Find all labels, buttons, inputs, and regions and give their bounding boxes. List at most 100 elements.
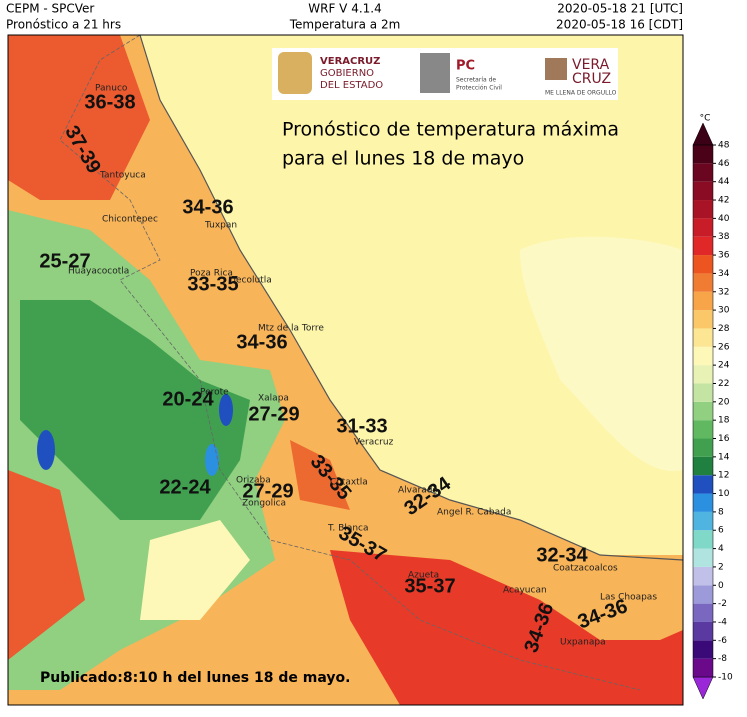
colorbar-segment <box>693 511 713 531</box>
colorbar-tick-label: 34 <box>718 269 730 279</box>
colorbar-segment <box>693 566 713 586</box>
colorbar-tick-label: 38 <box>718 232 730 242</box>
logos: VERACRUZ GOBIERNO DEL ESTADO PC Secretar… <box>272 48 618 100</box>
colorbar-segment <box>693 603 713 622</box>
colorbar-tick-label: -4 <box>718 617 727 627</box>
temperature-range: 22-24 <box>159 476 211 498</box>
colorbar-tick-label: 24 <box>718 361 730 371</box>
colorbar-segment <box>693 145 713 164</box>
map <box>8 35 683 705</box>
temperature-range: 31-33 <box>336 415 387 437</box>
header-text: 2020-05-18 16 [CDT] <box>556 18 683 32</box>
colorbar-tick-label: 20 <box>718 397 730 407</box>
colorbar-unit: °C <box>700 114 711 124</box>
colorbar-tick-label: 14 <box>718 452 730 462</box>
logo-text: Secretaría de <box>456 77 496 84</box>
colorbar-tick-label: 4 <box>718 544 724 554</box>
colorbar-segment <box>693 328 713 347</box>
colorbar-segment <box>693 530 713 549</box>
colorbar-tick-label: 18 <box>718 416 730 426</box>
colorbar-tick-label: 46 <box>718 159 730 169</box>
colorbar-segment <box>693 383 713 402</box>
city-label: Mtz de la Torre <box>258 324 324 334</box>
colorbar-tick-label: 32 <box>718 287 729 297</box>
colorbar-segment <box>693 181 713 201</box>
colorbar-tick-label: 2 <box>718 562 724 572</box>
temperature-range: 27-29 <box>248 403 299 425</box>
title: Pronóstico de temperatura máxima <box>282 119 619 141</box>
colorbar-tick-label: 26 <box>718 342 730 352</box>
colorbar-tick-label: 8 <box>718 507 724 517</box>
colorbar-tick-label: 36 <box>718 251 730 261</box>
colorbar-segment <box>693 200 713 219</box>
colorbar-tick-label: 12 <box>718 471 729 481</box>
city-label: Tuxpan <box>204 221 237 231</box>
colorbar-tick-label: 22 <box>718 379 729 389</box>
temperature-range: 27-29 <box>242 480 293 502</box>
colorbar-segment <box>693 585 713 604</box>
city-label: Acayucan <box>503 586 547 596</box>
logo-text: VERACRUZ <box>320 56 380 67</box>
header-text: 2020-05-18 21 [UTC] <box>557 2 683 16</box>
colorbar-segment <box>693 273 713 292</box>
colorbar-tick-label: -8 <box>718 654 727 664</box>
temperature-range: 33-35 <box>187 273 238 295</box>
city-label: Xalapa <box>258 394 289 404</box>
city-label: Poza Rica <box>190 269 233 279</box>
colorbar-segment <box>693 346 713 366</box>
city-label: Veracruz <box>354 438 394 448</box>
temperature-range: 25-27 <box>39 250 90 272</box>
city-labels: Panuco Tantoyuca Chicontepec Tuxpan Huayacoc… <box>68 84 657 648</box>
colorbar-segment <box>693 493 713 512</box>
colorbar-segment <box>693 420 713 439</box>
logo-text: PC <box>456 59 475 74</box>
published-note: Publicado:8:10 h del lunes 18 de mayo. <box>40 670 350 686</box>
colorbar-tick-label: 44 <box>718 177 730 187</box>
temperature-range: 34-36 <box>182 196 233 218</box>
logo-text: Protección Civil <box>456 85 502 92</box>
colorbar-segment <box>693 236 713 256</box>
temperature-range: 32-34 <box>536 544 588 566</box>
colorbar-segment <box>693 548 713 567</box>
city-label: Las Choapas <box>600 593 657 603</box>
temperature-range: 20-24 <box>162 388 214 410</box>
colorbar-segment <box>693 255 713 274</box>
city-label: Perote <box>200 388 229 398</box>
header: CEPM - SPCVer Pronóstico a 21 hrs WRF V … <box>6 2 683 32</box>
colorbar: °C -10-8-6-4-202468101214161820222426283… <box>692 114 733 700</box>
colorbar-end <box>692 676 714 700</box>
logo-text: ME LLENA DE ORGULLO <box>545 90 617 97</box>
colorbar-end <box>692 122 714 146</box>
colorbar-tick-label: 30 <box>718 306 730 316</box>
header-text: WRF V 4.1.4 <box>308 2 381 16</box>
colorbar-segment <box>693 291 713 311</box>
logo-text: CRUZ <box>572 71 611 87</box>
logo-text: DEL ESTADO <box>320 80 383 91</box>
map-frame <box>7 34 684 706</box>
colorbar-tick-label: 6 <box>718 526 724 536</box>
colorbar-tick-label: 0 <box>718 581 724 591</box>
colorbar-tick-label: 42 <box>718 196 729 206</box>
colorbar-tick-label: -6 <box>718 636 727 646</box>
header-text: Temperatura a 2m <box>289 18 401 32</box>
colorbar-segment <box>693 310 713 329</box>
colorbar-segment <box>693 475 713 494</box>
city-label: Cotaxtla <box>330 478 368 488</box>
city-label: Uxpanapa <box>560 638 606 648</box>
city-label: Angel R. Cabada <box>437 508 511 518</box>
city-label: Chicontepec <box>102 215 158 225</box>
colorbar-tick-label: -2 <box>718 599 727 609</box>
colorbar-segment <box>693 456 713 476</box>
temperature-range: 36-38 <box>84 91 135 113</box>
city-label: Panuco <box>95 84 128 94</box>
header-text: Pronóstico a 21 hrs <box>6 18 121 32</box>
colorbar-tick-label: 48 <box>718 141 730 151</box>
colorbar-tick-label: 10 <box>718 489 730 499</box>
colorbar-segment <box>693 163 713 182</box>
colorbar-segment <box>693 658 713 677</box>
city-label: Alvarado <box>398 486 438 496</box>
city-label: Tantoyuca <box>99 171 146 181</box>
temperature-range: 35-37 <box>404 575 455 597</box>
colorbar-segment <box>693 365 713 384</box>
